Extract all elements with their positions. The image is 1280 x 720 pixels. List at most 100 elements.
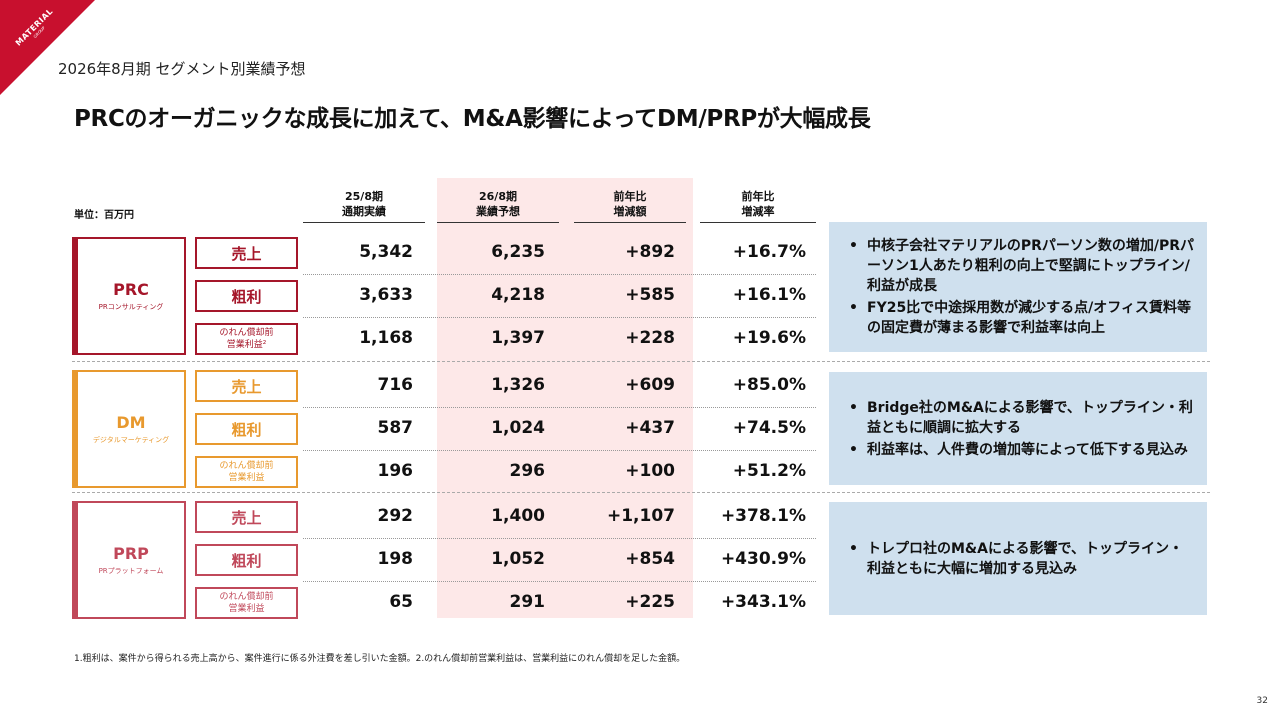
metric-value: +437 [625,418,675,438]
metric-value: +228 [625,328,675,348]
metric-value: +16.7% [732,242,806,262]
metric-label: 粗利 [195,544,298,576]
metric-value: 1,397 [491,328,545,348]
column-header-line2: 業績予想 [476,205,520,218]
segment-subname: PRプラットフォーム [98,567,164,575]
metric-label-line2: 営業利益² [226,340,267,350]
metric-value: +225 [625,592,675,612]
segment-subname: デジタルマーケティング [92,436,170,444]
metric-value: 198 [377,549,414,569]
metric-value: 6,235 [491,242,545,262]
commentary-list: 中核子会社マテリアルのPRパーソン数の増加/PRパーソン1人あたり粗利の向上で堅… [843,234,1195,340]
column-header: 前年比 増減率 [700,189,816,223]
segment-commentary: 中核子会社マテリアルのPRパーソン数の増加/PRパーソン1人あたり粗利の向上で堅… [829,222,1207,352]
segment-name: PRP [113,544,149,563]
metric-label: のれん償却前 営業利益 [195,587,298,619]
unit-label: 単位：百万円 [74,210,134,221]
metric-label-line2: 営業利益 [228,473,265,483]
metric-value: +343.1% [720,592,806,612]
metric-value: +19.6% [732,328,806,348]
metric-value: 1,400 [491,506,545,526]
metric-label: 粗利 [195,280,298,312]
metric-label-text: のれん償却前 営業利益 [219,591,273,615]
commentary-bullet: 利益率は、人件費の増加等によって低下する見込み [843,440,1195,460]
column-header-line1: 26/8期 [479,190,517,203]
segment-label-prp: PRP PRプラットフォーム [72,501,186,619]
row-divider [303,407,816,408]
segment-commentary: Bridge社のM&Aによる影響で、トップライン・利益ともに順調に拡大する利益率… [829,372,1207,485]
segment-name: DM [116,413,146,432]
row-divider [303,450,816,451]
metric-label-text: のれん償却前 営業利益² [219,327,273,351]
metric-value: +585 [625,285,675,305]
metric-value: +378.1% [720,506,806,526]
metric-label-line2: 営業利益 [228,604,265,614]
column-header-underline [437,222,559,223]
metric-value: 291 [509,592,546,612]
brand-corner [0,0,95,95]
metric-label-line1: のれん償却前 [219,328,274,338]
commentary-bullet: Bridge社のM&Aによる影響で、トップライン・利益ともに順調に拡大する [843,398,1195,438]
column-header: 前年比 増減額 [574,189,686,223]
metric-label: のれん償却前 営業利益 [195,456,298,488]
metric-label: 売上 [195,237,298,269]
commentary-bullet: トレプロ社のM&Aによる影響で、トップライン・利益ともに大幅に増加する見込み [843,539,1195,579]
metric-label: 売上 [195,501,298,533]
metric-value: 1,168 [359,328,413,348]
column-header-line1: 前年比 [613,190,647,203]
metric-value: +51.2% [732,461,806,481]
column-header-underline [700,222,816,223]
commentary-bullet: FY25比で中途採用数が減少する点/オフィス賃料等の固定費が薄まる影響で利益率は… [843,298,1195,338]
column-header-underline [303,222,425,223]
metric-value: +430.9% [720,549,806,569]
metric-value: +609 [625,375,675,395]
metric-value: 587 [377,418,414,438]
metric-label-line1: のれん償却前 [219,592,274,602]
metric-value: 716 [377,375,414,395]
segment-label-dm: DM デジタルマーケティング [72,370,186,488]
metric-value: +16.1% [732,285,806,305]
row-divider [303,317,816,318]
metric-value: 3,633 [359,285,413,305]
slide-headline: PRCのオーガニックな成長に加えて、M&A影響によってDM/PRPが大幅成長 [74,106,871,132]
metric-label-line1: のれん償却前 [219,461,274,471]
metric-value: 296 [509,461,546,481]
metric-value: 1,326 [491,375,545,395]
metric-value: 1,024 [491,418,545,438]
column-header-line2: 増減額 [613,205,647,218]
commentary-list: Bridge社のM&Aによる影響で、トップライン・利益ともに順調に拡大する利益率… [843,396,1195,462]
segment-name: PRC [113,280,149,299]
commentary-bullet: 中核子会社マテリアルのPRパーソン数の増加/PRパーソン1人あたり粗利の向上で堅… [843,236,1195,296]
metric-value: 196 [377,461,414,481]
metric-label: のれん償却前 営業利益² [195,323,298,355]
footnote: 1.粗利は、案件から得られる売上高から、案件進行に係る外注費を差し引いた金額。2… [74,654,686,664]
segment-label-prc: PRC PRコンサルティング [72,237,186,355]
metric-value: +74.5% [732,418,806,438]
column-header: 26/8期業績予想 [437,189,559,223]
segment-separator [72,361,1210,362]
slide-subtitle: 2026年8月期 セグメント別業績予想 [58,60,306,78]
metric-value: +100 [625,461,675,481]
segment-subname: PRコンサルティング [98,303,164,311]
column-header-line2: 増減率 [741,205,775,218]
metric-value: +1,107 [606,506,675,526]
commentary-list: トレプロ社のM&Aによる影響で、トップライン・利益ともに大幅に増加する見込み [843,537,1195,581]
column-header: 25/8期 通期実績 [303,189,425,223]
forecast-column-highlight [437,178,693,618]
row-divider [303,274,816,275]
metric-value: +854 [625,549,675,569]
metric-value: 5,342 [359,242,413,262]
segment-commentary: トレプロ社のM&Aによる影響で、トップライン・利益ともに大幅に増加する見込み [829,502,1207,615]
metric-label-text: のれん償却前 営業利益 [219,460,273,484]
page-number: 32 [1256,696,1268,706]
column-header-underline [574,222,686,223]
metric-value: 292 [377,506,414,526]
metric-value: +892 [625,242,675,262]
segment-separator [72,492,1210,493]
column-header-line1: 前年比 [741,190,775,203]
metric-label: 粗利 [195,413,298,445]
metric-value: 65 [389,592,413,612]
row-divider [303,538,816,539]
column-header-line2: 通期実績 [342,205,386,218]
metric-value: 4,218 [491,285,545,305]
